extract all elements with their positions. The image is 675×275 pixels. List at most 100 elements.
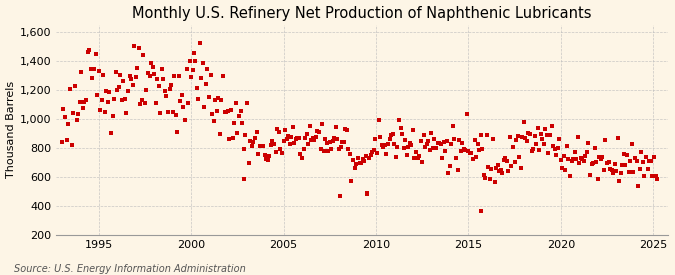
Point [273,130,284,134]
Point [265,143,276,147]
Point [398,146,409,150]
Point [184,59,195,63]
Point [597,155,608,159]
Point [504,134,515,139]
Point [480,175,491,180]
Point [543,151,554,155]
Point [234,114,244,119]
Point [647,174,657,178]
Point [379,143,390,147]
Point [545,133,556,138]
Point [194,41,205,45]
Point [59,114,70,119]
Point [269,142,279,147]
Point [403,144,414,149]
Point [315,146,326,151]
Point [446,142,457,146]
Point [474,148,485,152]
Point [470,155,481,159]
Point [636,150,647,154]
Point [82,50,93,54]
Point [434,141,445,145]
Point [594,155,605,160]
Point [317,122,327,126]
Point [86,67,97,71]
Point [343,147,354,152]
Point [605,167,616,172]
Point [406,143,416,147]
Point [620,163,631,167]
Point [258,144,269,148]
Point [585,173,595,177]
Point [309,138,320,142]
Point [491,166,502,170]
Point [335,144,346,149]
Point [498,158,509,162]
Point [593,177,603,181]
Point [310,135,321,139]
Point [466,151,477,155]
Point [288,124,298,129]
Point [304,124,315,128]
Point [512,134,523,139]
Point [84,48,95,53]
Point [485,177,495,182]
Point [522,138,533,143]
Point [357,157,368,161]
Point [337,139,348,144]
Point [253,152,264,156]
Point [95,108,106,112]
Point [448,123,458,128]
Point [325,139,335,144]
Point [645,159,656,163]
Point [159,89,170,94]
Point [631,158,642,163]
Point [582,150,593,154]
Point [352,156,363,160]
Y-axis label: Thousand Barrels: Thousand Barrels [5,81,16,178]
Point [464,151,475,156]
Point [175,99,186,103]
Point [196,76,207,81]
Point [66,143,77,147]
Point [183,100,194,105]
Point [181,67,192,72]
Point [127,82,138,87]
Point [531,142,541,146]
Point [306,138,317,142]
Point [240,133,251,137]
Point [578,158,589,163]
Point [449,136,460,141]
Point [508,144,518,149]
Point [335,194,346,198]
Point [616,171,626,175]
Point [569,150,580,154]
Point [639,174,650,178]
Point [652,177,663,181]
Point [223,109,234,113]
Point [575,156,586,160]
Point [533,126,543,130]
Point [272,127,283,132]
Point [267,139,278,143]
Point [547,144,558,148]
Point [603,159,614,164]
Point [611,169,622,173]
Point [625,159,636,163]
Point [441,138,452,143]
Point [215,131,225,136]
Point [104,90,115,95]
Point [88,67,99,72]
Point [110,70,121,75]
Point [394,118,404,122]
Title: Monthly U.S. Refinery Net Production of Naphthenic Lubricants: Monthly U.S. Refinery Net Production of … [132,6,592,21]
Point [378,145,389,149]
Point [402,152,412,157]
Point [429,137,440,141]
Point [205,73,216,78]
Point [409,156,420,160]
Point [303,142,314,147]
Point [208,119,219,123]
Point [385,133,396,137]
Point [630,156,641,160]
